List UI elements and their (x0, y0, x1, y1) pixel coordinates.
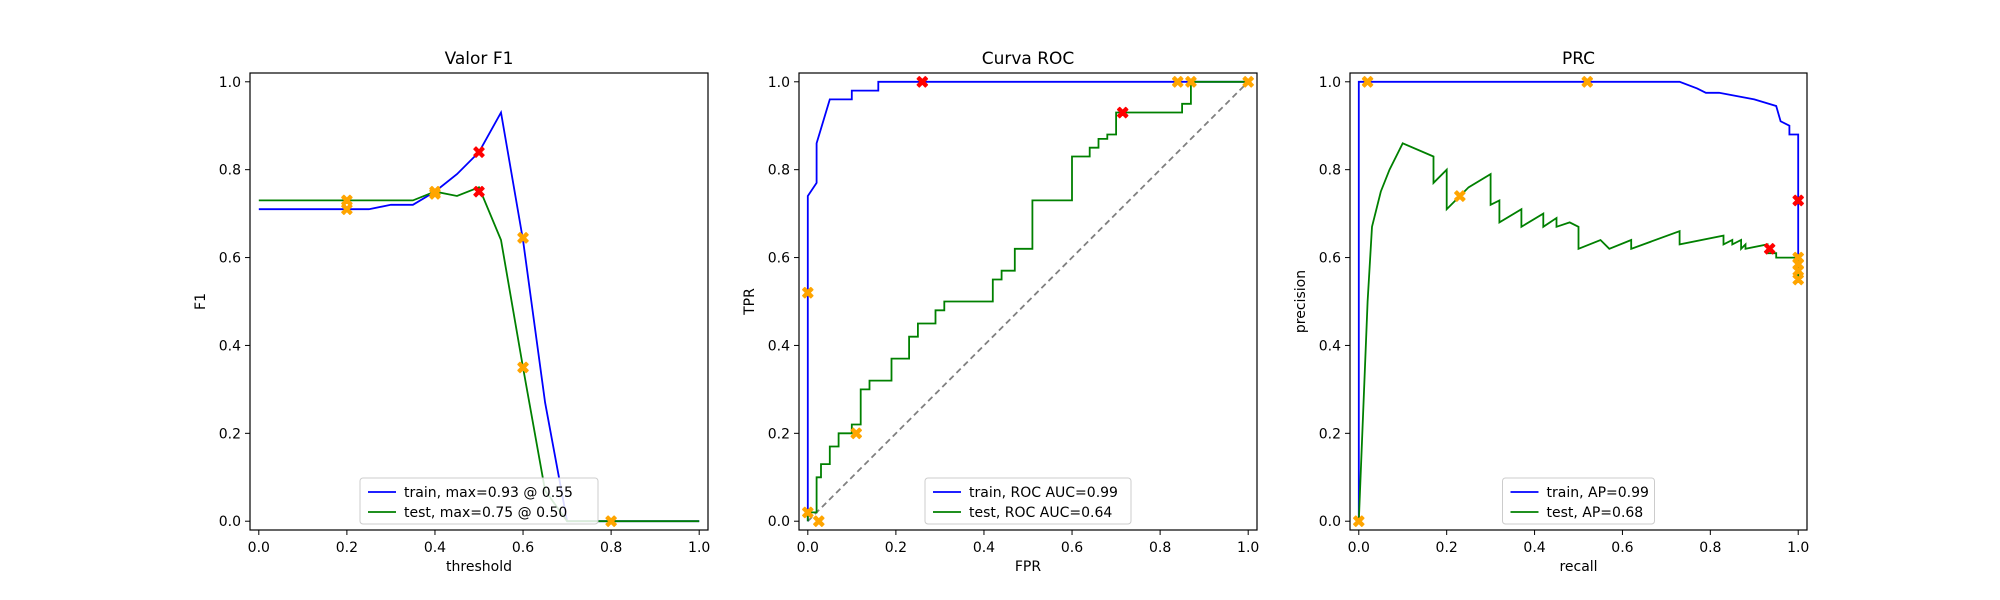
y-tick-label: 0.0 (219, 514, 241, 530)
chart-title: Curva ROC (982, 49, 1075, 69)
x-tick-label: 0.6 (1611, 540, 1633, 556)
prc-panel: PRC 0.0 0.2 0.4 0.6 0.8 1.0 0.0 0.2 0.4 0.6 0.8 1.0 r… (1293, 49, 1809, 575)
axes-frame (249, 72, 709, 531)
x-tick-label: 0.2 (336, 540, 358, 556)
y-axis-label: precision (1293, 270, 1309, 333)
threshold-marker (429, 188, 441, 200)
axes-frame (798, 72, 1258, 531)
y-tick-label: 1.0 (768, 75, 790, 91)
legend-entry-label: train, max=0.93 @ 0.55 (404, 485, 573, 501)
max-marker (473, 185, 485, 198)
legend: train, max=0.93 @ 0.55 test, max=0.75 @ 0… (359, 477, 599, 525)
x-axis-label: recall (1559, 559, 1597, 575)
x-tick-label: 1.0 (1237, 540, 1259, 556)
x-axis-label: FPR (1015, 559, 1041, 575)
y-tick-label: 0.0 (768, 514, 790, 530)
series-line-test (806, 80, 1249, 522)
legend-entry-label: test, max=0.75 @ 0.50 (404, 505, 567, 521)
y-tick-label: 0.6 (1319, 251, 1341, 267)
chance-diagonal-line (807, 81, 1249, 522)
threshold-marker (1171, 76, 1184, 88)
series-line-train (806, 80, 1249, 522)
x-tick-label: 0.0 (248, 540, 270, 556)
threshold-marker (605, 515, 617, 527)
threshold-marker (850, 427, 862, 440)
y-tick-label: 0.8 (1319, 163, 1341, 179)
y-tick-label: 0.4 (768, 338, 790, 354)
x-tick-label: 0.6 (512, 540, 534, 556)
y-tick-label: 0.4 (1319, 338, 1341, 354)
y-tick-label: 0.0 (1319, 514, 1341, 530)
x-tick-label: 0.4 (1523, 540, 1545, 556)
y-tick-label: 0.4 (219, 338, 241, 354)
max-marker (1763, 243, 1776, 255)
max-marker (916, 76, 929, 88)
y-tick-label: 0.2 (1319, 426, 1341, 442)
threshold-marker (517, 361, 529, 374)
threshold-marker (1361, 76, 1374, 88)
y-tick-label: 0.2 (219, 426, 241, 442)
x-tick-label: 1.0 (1787, 540, 1809, 556)
threshold-marker (341, 194, 353, 207)
y-tick-label: 0.8 (768, 163, 790, 179)
legend-entry-label: test, ROC AUC=0.64 (969, 505, 1112, 521)
x-tick-label: 0.8 (1149, 540, 1171, 556)
threshold-marker (341, 203, 353, 215)
legend-entry-label: train, AP=0.99 (1547, 485, 1649, 501)
chart-title: PRC (1562, 49, 1595, 69)
legend-entry-label: test, AP=0.68 (1547, 505, 1644, 521)
threshold-marker (1454, 190, 1466, 202)
threshold-marker (1353, 515, 1365, 527)
series-line-test (258, 186, 700, 523)
y-tick-label: 0.8 (219, 163, 241, 179)
x-tick-label: 0.0 (797, 540, 819, 556)
threshold-marker (1242, 76, 1254, 88)
roc-panel: Curva ROC 0.0 0.2 0.4 0.6 0.8 1.0 0.0 0.2 0.4 0.6 0… (742, 49, 1259, 575)
threshold-marker (1792, 273, 1804, 286)
max-marker (1116, 106, 1129, 119)
x-tick-label: 0.0 (1348, 540, 1370, 556)
x-tick-label: 0.2 (885, 540, 907, 556)
series-line-train (1357, 80, 1800, 522)
threshold-marker (1792, 264, 1804, 277)
x-tick-label: 0.8 (600, 540, 622, 556)
x-tick-label: 0.2 (1436, 540, 1458, 556)
max-marker (473, 146, 485, 158)
threshold-marker (1581, 76, 1594, 88)
legend-entry-label: train, ROC AUC=0.99 (969, 485, 1118, 501)
x-axis-label: threshold (446, 559, 512, 575)
threshold-marker (802, 506, 814, 519)
axes-frame (1349, 72, 1808, 531)
legend: train, ROC AUC=0.99 test, ROC AUC=0.64 (924, 477, 1132, 525)
x-tick-label: 0.4 (424, 540, 446, 556)
y-tick-label: 0.2 (768, 426, 790, 442)
x-tick-label: 0.4 (973, 540, 995, 556)
y-tick-label: 1.0 (1319, 75, 1341, 91)
x-tick-label: 1.0 (688, 540, 710, 556)
x-tick-label: 0.6 (1061, 540, 1083, 556)
threshold-marker (517, 232, 529, 244)
threshold-marker (1185, 76, 1197, 88)
max-marker (1792, 194, 1804, 207)
f1-panel: Valor F1 0.0 0.2 0.4 0.6 0.8 1.0 0.0 0.2 0.4 0.6 0.… (193, 49, 710, 575)
threshold-marker (813, 515, 825, 527)
y-axis-label: TPR (742, 288, 758, 316)
x-tick-label: 0.8 (1699, 540, 1721, 556)
series-line-test (1357, 142, 1800, 522)
y-tick-label: 0.6 (768, 251, 790, 267)
legend: train, AP=0.99 test, AP=0.68 (1502, 477, 1655, 525)
y-tick-label: 1.0 (219, 75, 241, 91)
chart-title: Valor F1 (445, 49, 514, 69)
threshold-marker (802, 286, 814, 299)
y-tick-label: 0.6 (219, 251, 241, 267)
y-axis-label: F1 (193, 293, 209, 310)
series-line-train (258, 109, 700, 523)
